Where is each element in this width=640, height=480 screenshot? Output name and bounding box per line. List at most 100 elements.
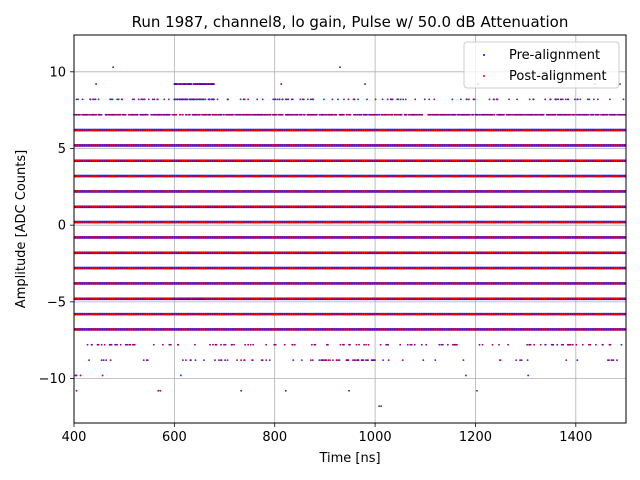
post-alignment-point (515, 359, 517, 361)
post-alignment-point (265, 359, 267, 361)
post-alignment-point (562, 344, 564, 346)
post-alignment-point (523, 114, 525, 116)
post-alignment-point (312, 359, 314, 361)
post-alignment-point (143, 359, 145, 361)
post-alignment-point (153, 98, 155, 101)
post-alignment-point (214, 359, 216, 361)
post-alignment-point (209, 114, 212, 116)
post-alignment-point (442, 344, 444, 346)
legend-marker-post-alignment (483, 75, 485, 77)
post-alignment-point (213, 98, 215, 101)
post-alignment-point (275, 114, 277, 116)
post-alignment-point (177, 344, 179, 346)
post-alignment-point (396, 114, 398, 116)
y-tick-label: 10 (49, 65, 66, 80)
post-alignment-point (232, 114, 234, 116)
post-alignment-point (499, 359, 502, 361)
post-alignment-point (382, 114, 384, 116)
post-alignment-point (223, 344, 225, 346)
post-alignment-point (182, 298, 184, 300)
post-alignment-point (455, 114, 457, 116)
post-alignment-point (307, 98, 309, 101)
post-alignment-point (323, 114, 325, 116)
post-alignment-point (236, 114, 239, 116)
post-alignment-point (240, 390, 242, 392)
legend-label-post-alignment: Post-alignment (509, 69, 607, 84)
post-alignment-point (105, 359, 107, 361)
post-alignment-point (575, 344, 577, 346)
post-alignment-point (378, 405, 380, 407)
post-alignment-point (332, 114, 334, 116)
post-alignment-point (609, 344, 612, 346)
post-alignment-point (332, 359, 334, 361)
post-alignment-point (352, 359, 354, 361)
post-alignment-point (134, 344, 136, 346)
post-alignment-point (516, 98, 518, 101)
post-alignment-point (611, 359, 613, 361)
post-alignment-point (244, 344, 246, 346)
post-alignment-point (292, 98, 294, 101)
post-alignment-point (250, 344, 252, 346)
post-alignment-point (576, 359, 578, 361)
post-alignment-point (609, 98, 611, 101)
post-alignment-point (382, 359, 384, 361)
post-alignment-point (367, 359, 369, 361)
post-alignment-point (292, 344, 294, 346)
post-alignment-point (438, 114, 440, 116)
post-alignment-point (622, 98, 625, 101)
post-alignment-point (347, 359, 350, 361)
post-alignment-point (196, 98, 199, 101)
post-alignment-point (106, 114, 108, 116)
post-alignment-point (256, 98, 258, 101)
legend-marker-pre-alignment (483, 54, 485, 56)
post-alignment-point (408, 114, 410, 116)
post-alignment-point (362, 359, 365, 361)
post-alignment-point (422, 359, 424, 361)
post-alignment-point (614, 114, 617, 116)
y-axis-ticks: −10 −5 0 5 10 (39, 65, 74, 387)
post-alignment-point (496, 98, 499, 101)
post-alignment-point (447, 344, 449, 346)
post-alignment-point (325, 114, 328, 116)
post-alignment-point (215, 344, 218, 346)
post-alignment-point (353, 98, 356, 101)
y-axis-label: Amplitude [ADC Counts] (14, 150, 29, 308)
post-alignment-point (574, 114, 576, 116)
post-alignment-point (557, 98, 559, 101)
post-alignment-point (397, 114, 399, 116)
post-alignment-point (343, 98, 345, 101)
post-alignment-point (338, 359, 341, 361)
post-alignment-point (533, 98, 535, 101)
post-alignment-point (112, 98, 114, 101)
post-alignment-point (152, 98, 154, 101)
x-tick-label: 800 (262, 430, 287, 445)
post-alignment-point (348, 390, 350, 392)
post-alignment-point (79, 374, 82, 377)
post-alignment-point (278, 114, 280, 116)
post-alignment-point (252, 359, 254, 361)
post-alignment-point (374, 98, 377, 101)
post-alignment-point (294, 344, 296, 346)
post-alignment-point (169, 114, 171, 116)
post-alignment-point (91, 344, 93, 346)
x-tick-label: 600 (162, 430, 187, 445)
post-alignment-point (115, 344, 117, 346)
post-alignment-point (496, 114, 498, 116)
post-alignment-point (262, 114, 264, 116)
post-alignment-point (276, 98, 278, 101)
post-alignment-point (366, 98, 368, 101)
post-alignment-point (526, 344, 528, 346)
post-alignment-point (555, 114, 557, 116)
post-alignment-point (141, 98, 143, 101)
post-alignment-point (128, 114, 130, 116)
plot-frame (73, 34, 627, 424)
post-alignment-point (178, 298, 180, 300)
post-alignment-point (240, 98, 242, 101)
post-alignment-point (203, 298, 206, 300)
post-alignment-point (493, 98, 495, 101)
post-alignment-point (366, 114, 368, 116)
post-alignment-point (101, 359, 103, 361)
post-alignment-point (81, 98, 84, 101)
post-alignment-point (357, 359, 360, 361)
